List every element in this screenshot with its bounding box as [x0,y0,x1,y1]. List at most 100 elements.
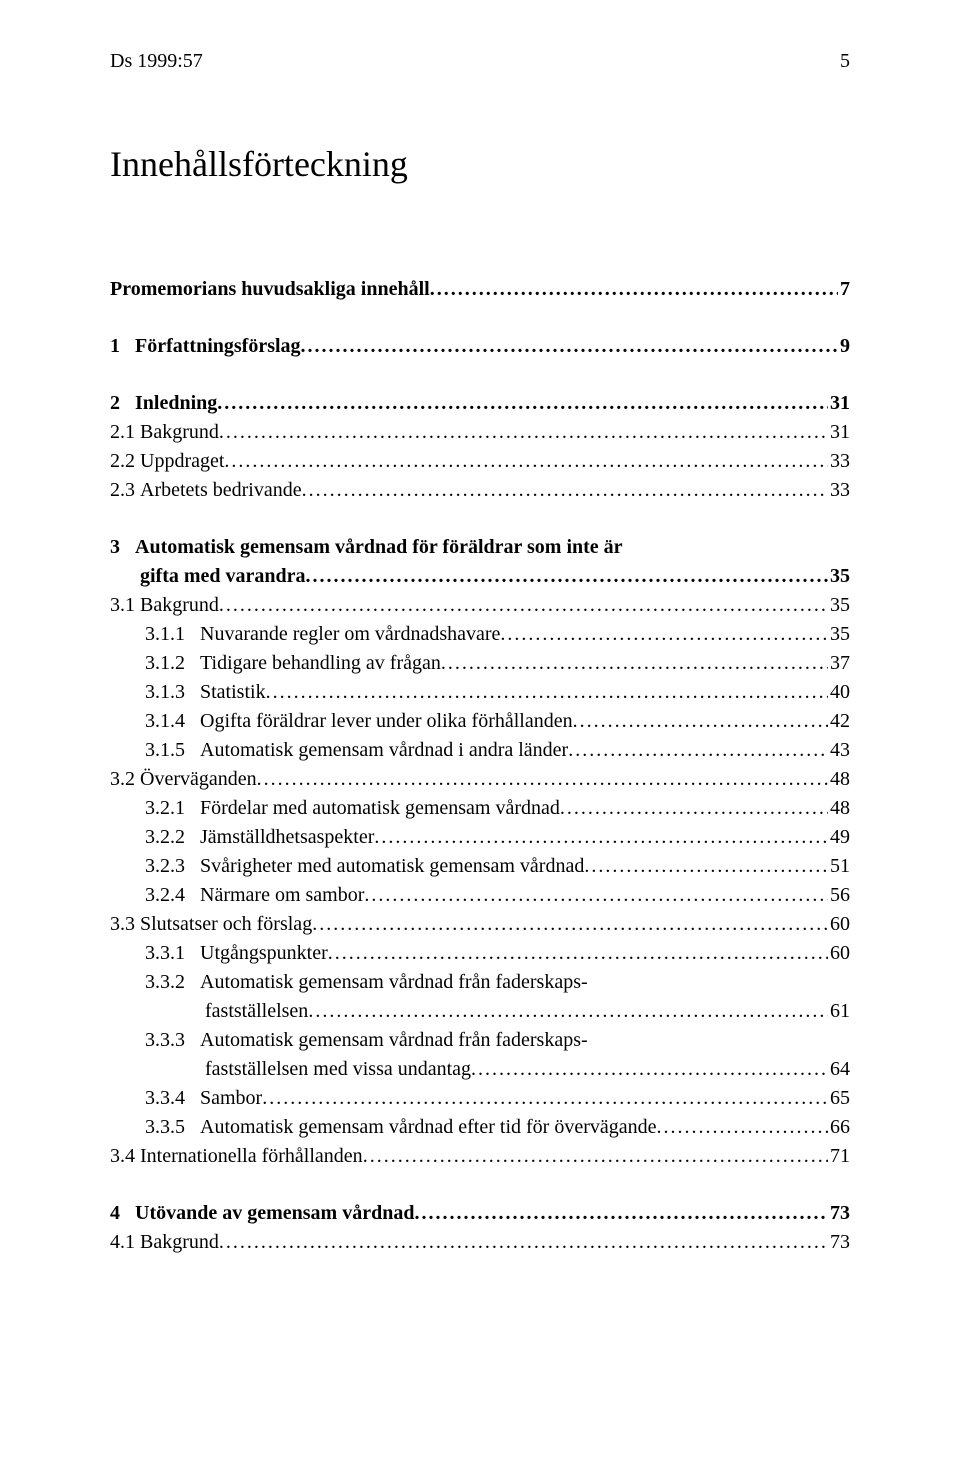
toc-entry-number: 3.2.2 [110,823,200,852]
toc-entry-title: Utövande av gemensam vårdnad [135,1199,414,1228]
toc-entry-number: 3.1.2 [110,649,200,678]
toc-leader-dots: ........................................… [364,881,828,910]
toc-leader-dots: ........................................… [219,1228,828,1257]
page-header: Ds 1999:57 5 [110,50,850,73]
toc-entry-page: 35 [828,562,850,591]
toc-entry-title: Jämställdhetsaspekter [200,823,374,852]
toc-entry-title: Sambor [200,1084,262,1113]
toc-leader-dots: ........................................… [262,1084,828,1113]
toc-entry: 3.3.5 Automatisk gemensam vårdnad efter … [110,1113,850,1142]
toc-leader-dots: ........................................… [306,562,828,591]
toc-entry-number: 2.2 [110,447,140,476]
toc-entry-page: 71 [828,1142,850,1171]
toc-entry: 3.3 Slutsatser och förslag..............… [110,910,850,939]
page-title: Innehållsförteckning [110,143,850,185]
toc-entry-title: Närmare om sambor [200,881,364,910]
toc-entry: 3 Automatisk gemensam vårdnad för föräld… [110,533,850,562]
toc-entry-title: Bakgrund [140,591,219,620]
toc-entry: Promemorians huvudsakliga innehåll......… [110,275,850,304]
toc-entry-number: 4.1 [110,1228,140,1257]
toc-entry-title: Författningsförslag [135,332,301,361]
toc-entry: 3.2.4 Närmare om sambor.................… [110,881,850,910]
toc-entry: 4.1 Bakgrund............................… [110,1228,850,1257]
toc-entry-page: 66 [828,1113,850,1142]
toc-entry-page: 60 [828,939,850,968]
toc-leader-dots: ........................................… [657,1113,828,1142]
toc-entry-title: Automatisk gemensam vårdnad från fadersk… [200,1026,588,1055]
toc-entry-title: Tidigare behandling av frågan [200,649,441,678]
toc-leader-dots: ........................................… [257,765,828,794]
toc-entry: 3.2 Överväganden........................… [110,765,850,794]
toc-entry-number: 2.1 [110,418,140,447]
toc-entry: 3.1.3 Statistik.........................… [110,678,850,707]
table-of-contents: Promemorians huvudsakliga innehåll......… [110,275,850,1257]
toc-entry-number: 3.2.1 [110,794,200,823]
toc-entry-number: 2 [110,389,135,418]
toc-entry-number: 1 [110,332,135,361]
toc-entry-page: 73 [828,1228,850,1257]
toc-leader-dots: ........................................… [308,997,828,1026]
toc-entry-number: 3.1.5 [110,736,200,765]
toc-entry-number: 3.1.3 [110,678,200,707]
toc-leader-dots: ........................................… [301,332,838,361]
toc-entry: 2.2 Uppdraget...........................… [110,447,850,476]
toc-entry-number: 3.2.4 [110,881,200,910]
toc-entry-title: Utgångspunkter [200,939,328,968]
toc-entry-title: Bakgrund [140,1228,219,1257]
toc-leader-dots: ........................................… [217,389,828,418]
toc-entry-number: 3.1.1 [110,620,200,649]
toc-entry-page: 48 [828,794,850,823]
toc-entry-number: 3.1.4 [110,707,200,736]
toc-entry-number: 3.3.5 [110,1113,200,1142]
toc-entry-title: Statistik [200,678,266,707]
toc-entry-title: Överväganden [140,765,257,794]
toc-entry-title: Automatisk gemensam vårdnad i andra länd… [200,736,568,765]
toc-entry-title: fastställelsen med vissa undantag [205,1055,471,1084]
toc-leader-dots: ........................................… [414,1199,828,1228]
toc-leader-dots: ........................................… [374,823,828,852]
toc-entry-number: 3.3 [110,910,140,939]
toc-entry: 4 Utövande av gemensam vårdnad..........… [110,1199,850,1228]
toc-entry-number: 2.3 [110,476,140,505]
toc-leader-dots: ........................................… [471,1055,828,1084]
toc-leader-dots: ........................................… [560,794,828,823]
toc-entry-number: 3.2 [110,765,140,794]
toc-entry-page: 7 [838,275,850,304]
toc-entry-title: Automatisk gemensam vårdnad för föräldra… [135,533,623,562]
toc-entry-page: 43 [828,736,850,765]
toc-entry-page: 73 [828,1199,850,1228]
toc-entry-title: Automatisk gemensam vårdnad efter tid fö… [200,1113,657,1142]
toc-leader-dots: ........................................… [219,418,828,447]
toc-entry-title: Fördelar med automatisk gemensam vårdnad [200,794,560,823]
toc-entry-title: Inledning [135,389,217,418]
document-page: Ds 1999:57 5 Innehållsförteckning Promem… [0,0,960,1481]
toc-entry: 3.1.4 Ogifta föräldrar lever under olika… [110,707,850,736]
toc-entry-number: 4 [110,1199,135,1228]
toc-entry-number: 3.3.1 [110,939,200,968]
toc-entry-page: 35 [828,620,850,649]
toc-entry-number: 3.4 [110,1142,140,1171]
toc-entry-number: 3.2.3 [110,852,200,881]
toc-entry: 3.3.1 Utgångspunkter....................… [110,939,850,968]
toc-entry-number: 3.3.3 [110,1026,200,1055]
toc-leader-dots: ........................................… [302,476,828,505]
toc-entry-page: 65 [828,1084,850,1113]
toc-leader-dots: ........................................… [328,939,828,968]
toc-indent [110,562,140,591]
toc-entry-page: 35 [828,591,850,620]
toc-entry-page: 61 [828,997,850,1026]
toc-entry: 3.3.2 Automatisk gemensam vårdnad från f… [110,968,850,997]
toc-entry: 3.2.1 Fördelar med automatisk gemensam v… [110,794,850,823]
toc-entry: 2.1 Bakgrund............................… [110,418,850,447]
toc-entry: 2 Inledning.............................… [110,389,850,418]
toc-entry-page: 42 [828,707,850,736]
toc-leader-dots: ........................................… [584,852,828,881]
toc-entry-title: gifta med varandra [140,562,306,591]
toc-entry-continuation: fastställelsen med vissa undantag.......… [110,1055,850,1084]
toc-entry-title: fastställelsen [205,997,308,1026]
toc-leader-dots: ........................................… [219,591,828,620]
toc-entry-page: 56 [828,881,850,910]
toc-leader-dots: ........................................… [573,707,828,736]
toc-entry: 3.1 Bakgrund............................… [110,591,850,620]
toc-entry: 1 Författningsförslag...................… [110,332,850,361]
